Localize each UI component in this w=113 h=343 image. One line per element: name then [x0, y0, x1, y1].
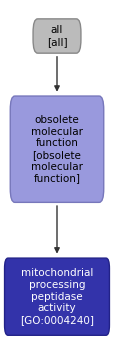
Text: obsolete
molecular
function
[obsolete
molecular
function]: obsolete molecular function [obsolete mo…: [31, 115, 82, 183]
FancyBboxPatch shape: [5, 258, 108, 335]
FancyBboxPatch shape: [33, 19, 80, 53]
FancyBboxPatch shape: [10, 96, 103, 202]
Text: all
[all]: all [all]: [46, 25, 67, 47]
Text: mitochondrial
processing
peptidase
activity
[GO:0004240]: mitochondrial processing peptidase activ…: [20, 269, 93, 325]
